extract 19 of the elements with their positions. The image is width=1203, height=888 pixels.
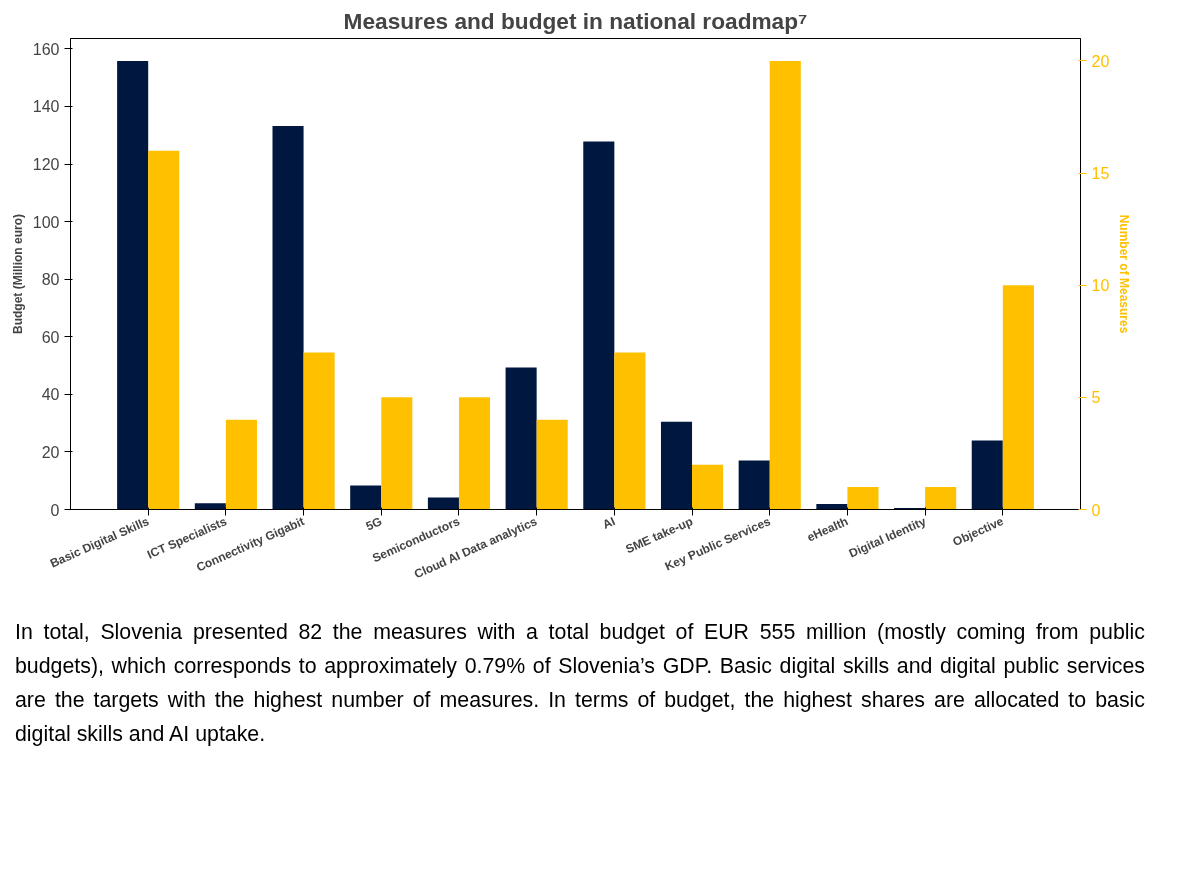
y-tick-label: 60 — [41, 328, 60, 346]
y-axis-title: Budget (Million euro) — [10, 214, 25, 334]
y-tick-label: 100 — [32, 213, 60, 231]
y2-tick-label: 20 — [1091, 52, 1110, 70]
y-tick-label: 140 — [32, 98, 60, 116]
y2-axis-title: Number of Measures — [1117, 214, 1132, 334]
y2-tick-label: 0 — [1091, 501, 1101, 519]
y2-tick-label: 15 — [1091, 165, 1110, 183]
y-tick-label: 20 — [41, 443, 60, 461]
y-tick-label: 0 — [50, 501, 60, 519]
y-tick-label: 80 — [41, 271, 60, 289]
y-tick-label: 40 — [41, 386, 60, 404]
chart-title: Measures and budget in national roadmap⁷ — [343, 7, 808, 34]
y-tick-label: 160 — [32, 40, 60, 58]
x-tick-label: AI — [600, 514, 618, 532]
text: In total, Slovenia presented 82 the measures with a total budget of EUR 555 million (mostly coming from public budgets), which corresponds to approximately 0.79% of Slovenia’s GDP. Basic digital skills and digital public services are the targets with the highest number of measures. In terms of budget, the highest shares are allocated to basic digital skills and AI uptake. — [15, 619, 1145, 749]
y2-tick-label: 10 — [1091, 277, 1110, 295]
y2-tick-label: 5 — [1091, 389, 1101, 407]
y-tick-label: 120 — [32, 156, 60, 174]
